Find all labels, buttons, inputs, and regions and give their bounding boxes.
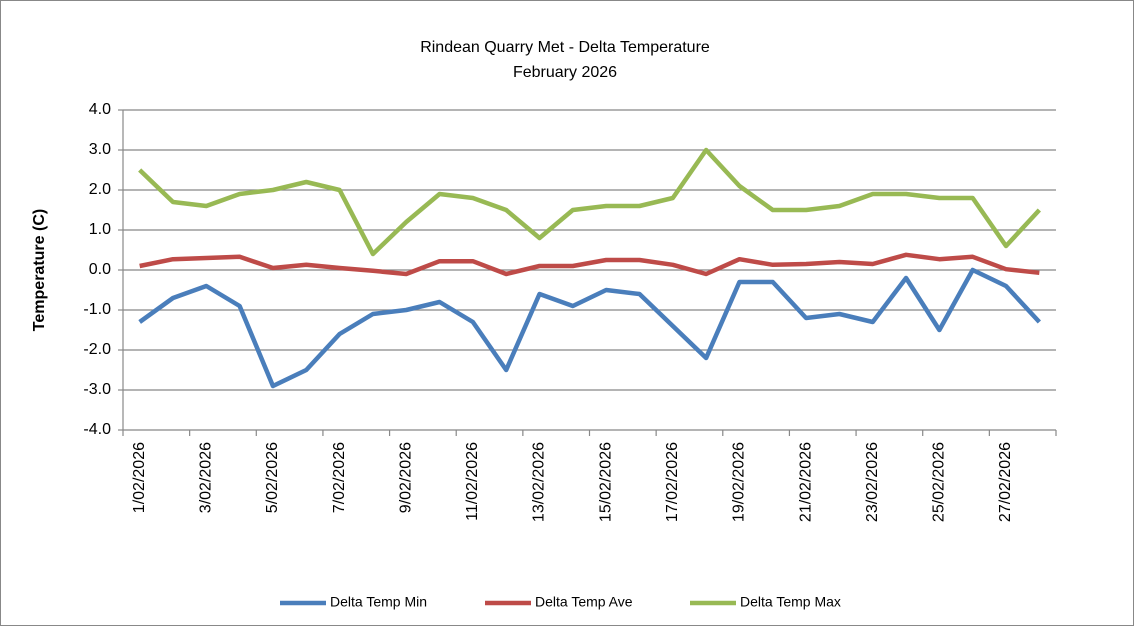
y-tick-label: -2.0 bbox=[83, 341, 111, 358]
x-tick-label: 17/02/2026 bbox=[664, 442, 681, 522]
y-tick-label: 3.0 bbox=[89, 141, 111, 158]
y-tick-label: -3.0 bbox=[83, 381, 111, 398]
x-tick-label: 25/02/2026 bbox=[931, 442, 948, 522]
y-tick-label: 4.0 bbox=[89, 101, 111, 118]
series-line bbox=[138, 267, 1041, 389]
y-tick-label: 0.0 bbox=[89, 261, 111, 278]
legend-label: Delta Temp Ave bbox=[535, 594, 633, 610]
x-tick-label: 7/02/2026 bbox=[331, 442, 348, 513]
y-tick-label: -1.0 bbox=[83, 301, 111, 318]
x-tick-label: 15/02/2026 bbox=[597, 442, 614, 522]
chart-title: Rindean Quarry Met - Delta Temperature bbox=[420, 39, 710, 56]
legend-label: Delta Temp Min bbox=[330, 594, 427, 610]
y-tick-label: 1.0 bbox=[89, 221, 111, 238]
x-tick-label: 9/02/2026 bbox=[397, 442, 414, 513]
x-tick-label: 23/02/2026 bbox=[864, 442, 881, 522]
x-tick-label: 3/02/2026 bbox=[198, 442, 215, 513]
x-tick-label: 5/02/2026 bbox=[264, 442, 281, 513]
x-tick-label: 13/02/2026 bbox=[531, 442, 548, 522]
x-tick-label: 11/02/2026 bbox=[464, 442, 481, 521]
y-tick-label: 2.0 bbox=[89, 181, 111, 198]
legend-label: Delta Temp Max bbox=[740, 594, 841, 610]
x-tick-label: 27/02/2026 bbox=[997, 442, 1014, 522]
y-axis-label: Temperature (C) bbox=[31, 209, 48, 331]
series-line bbox=[139, 252, 1040, 277]
x-tick-label: 1/02/2026 bbox=[131, 442, 148, 513]
series-line bbox=[138, 147, 1041, 257]
x-tick-label: 21/02/2026 bbox=[797, 442, 814, 522]
chart-subtitle: February 2026 bbox=[513, 64, 617, 81]
x-tick-label: 19/02/2026 bbox=[731, 442, 748, 522]
y-tick-label: -4.0 bbox=[83, 421, 111, 438]
